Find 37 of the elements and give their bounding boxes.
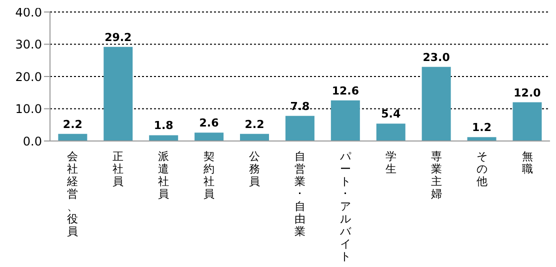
x-tick-label: 正社員 [112,150,124,188]
data-label: 23.0 [422,50,450,64]
y-tick-label: 0.0 [22,134,42,148]
data-label: 2.6 [199,116,220,130]
x-tick-label: 契約社員 [204,150,215,200]
bar [58,134,88,141]
bar [149,135,178,141]
data-label: 29.2 [104,30,132,44]
data-label: 5.4 [381,108,401,121]
data-label: 1.2 [472,121,492,134]
x-tick-label: 自営業･自由業 [294,150,306,238]
bar [376,124,406,141]
bar [240,134,269,141]
data-label: 12.6 [332,84,360,98]
x-tick-label: その他 [476,150,488,188]
category-label: パート･アルバイト [340,150,351,263]
bar [512,102,542,141]
data-label: 1.8 [154,119,174,132]
x-tick-label: 派遣社員 [158,150,170,200]
y-tick-label: 10.0 [15,102,42,116]
y-tick-label: 30.0 [15,38,42,52]
data-label: 2.2 [244,118,264,131]
x-tick-label: 専業主婦 [430,150,442,200]
data-label: 12.0 [514,86,542,100]
bar [467,137,496,141]
bar [285,116,314,141]
bar [104,46,133,141]
data-label: 2.2 [62,118,82,131]
y-tick-label: 20.0 [15,70,42,84]
x-tick-label: 無職 [522,150,533,176]
x-tick-label: 公務員 [249,150,260,188]
x-tick-label: 学生 [385,150,396,176]
bar [330,100,360,141]
bar [194,132,224,141]
data-label: 7.8 [290,100,310,113]
bar [422,66,451,141]
x-tick-label: 会社経営、役員 [66,150,78,238]
